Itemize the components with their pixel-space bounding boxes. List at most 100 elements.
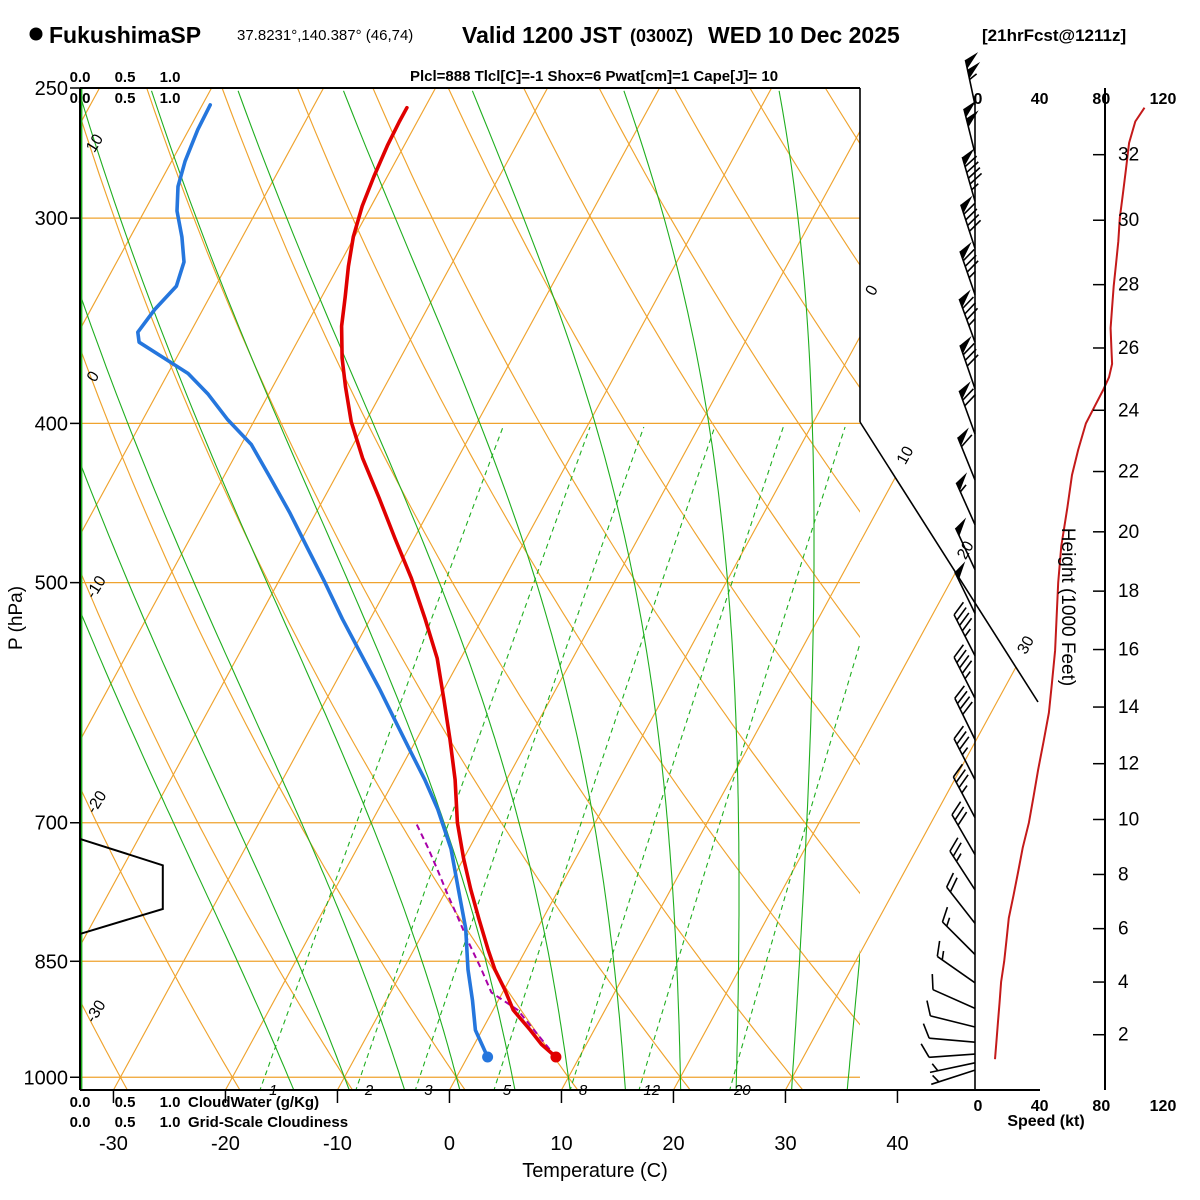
tick-label: 1.0	[160, 69, 181, 86]
cloudwater-legend: CloudWater (g/Kg)	[188, 1094, 319, 1111]
mixing-ratio-line	[569, 426, 784, 1090]
wind-barb	[961, 148, 983, 202]
wind-barb	[920, 1043, 976, 1059]
station-bullet-icon	[29, 27, 43, 41]
tick-label: 0.5	[115, 69, 136, 86]
isotherm-line	[336, 130, 860, 1090]
tick-label: 0	[974, 91, 983, 108]
tick-label: 40	[886, 1133, 908, 1155]
tick-label: 24	[1118, 400, 1140, 421]
tick-label: 700	[35, 813, 68, 835]
wind-barb	[949, 837, 976, 891]
wind-barb	[960, 195, 982, 249]
wind-barb	[953, 725, 976, 781]
station-coords: 37.8231°,140.387° (46,74)	[237, 27, 413, 44]
tick-label: -20	[211, 1133, 240, 1155]
tick-label: 300	[35, 208, 68, 230]
isotherm-line	[80, 88, 325, 537]
wind-barb	[957, 427, 976, 481]
mixing-ratio-line	[729, 641, 860, 1090]
dry-adiabat-line	[372, 88, 860, 895]
dry-adiabat-line	[80, 786, 241, 1090]
moist-adiabat-line	[778, 90, 815, 1090]
wind-barb	[954, 561, 976, 614]
wind-barb	[955, 472, 976, 526]
tick-label: 32	[1118, 145, 1139, 166]
wind-barb	[931, 1069, 976, 1086]
isotherm-line	[80, 88, 213, 331]
tick-label: 8	[1118, 864, 1129, 885]
tick-label: 0	[863, 283, 882, 299]
tick-label: 18	[1118, 581, 1139, 602]
moist-adiabat-line	[846, 949, 860, 1090]
tick-label: 1.0	[160, 1114, 181, 1131]
pressure-axis-label: P (hPa)	[6, 586, 27, 650]
tick-label: 12	[1118, 754, 1139, 775]
tick-label: 1000	[24, 1067, 69, 1089]
isotherm-extension-line	[859, 666, 1017, 954]
tick-label: 4	[1118, 972, 1129, 993]
dry-adiabat-line	[598, 88, 860, 513]
dewpoint-curve	[136, 103, 490, 1059]
isotherm-line	[560, 541, 860, 1090]
isotherm-line	[672, 746, 860, 1090]
surface-temp-dot	[550, 1051, 562, 1063]
wind-barb	[963, 100, 979, 154]
wind-barb	[952, 763, 976, 818]
forecast-tag: [21hrFcst@1211z]	[982, 26, 1126, 45]
tick-label: 14	[1118, 697, 1140, 718]
dry-adiabat-line	[146, 88, 691, 1090]
tick-label: 0.5	[115, 90, 136, 107]
tick-label: 0.0	[70, 1094, 91, 1111]
tick-label: 16	[1118, 640, 1139, 661]
tick-label: 120	[1150, 1098, 1177, 1115]
temperature-axis: -30 -20 -10 0 10 20 30 40	[99, 1090, 909, 1155]
tick-label: 500	[35, 573, 68, 595]
wind-barb	[959, 241, 979, 295]
tick-label: 30	[1118, 210, 1139, 231]
speed-axis-label: Speed (kt)	[1007, 1113, 1084, 1130]
moist-adiabat-line	[623, 90, 740, 1090]
tick-label: 1.0	[160, 90, 181, 107]
mixing-ratio-line	[355, 426, 591, 1090]
cloud-scale-numbers: 0.0 0.5 1.0 0.0 0.5 1.0 0.0 0.5 1.0 0.0 0.5 1.0	[70, 69, 181, 1131]
tick-label: 10	[83, 131, 107, 155]
dry-adiabat-line	[221, 88, 804, 1090]
isotherm-line	[897, 88, 1200, 1090]
isotherm-line	[224, 88, 773, 1090]
wind-barb	[922, 1023, 976, 1043]
wind-barb	[954, 517, 976, 571]
tick-label: 0	[974, 1098, 983, 1115]
wind-barb	[936, 940, 976, 984]
tick-label: 400	[35, 413, 68, 435]
dry-adiabat-line	[673, 88, 860, 389]
wind-barb	[953, 601, 976, 657]
wind-barb	[931, 974, 976, 1010]
dry-adiabat-line	[296, 88, 860, 1026]
green-gridlines	[80, 90, 860, 1090]
tick-label: 28	[1118, 275, 1139, 296]
moist-adiabat-line	[237, 90, 571, 1090]
wind-barb	[945, 872, 976, 924]
plot-borders	[79, 87, 1040, 1091]
isotherm-line	[80, 88, 437, 742]
tick-label: 22	[1118, 462, 1139, 483]
tick-label: 120	[1150, 91, 1177, 108]
tick-label: 250	[35, 78, 68, 100]
tick-label: 0.5	[115, 1114, 136, 1131]
wind-barb	[954, 685, 976, 740]
isotherm-line	[112, 88, 661, 1090]
cloudiness-profile-outline	[79, 837, 164, 935]
parcel-path	[414, 822, 557, 1058]
tick-label: 0	[444, 1133, 455, 1155]
surface-dew-dot	[482, 1051, 494, 1063]
isotherm-extension-line	[859, 477, 896, 543]
moist-adiabat-line	[342, 90, 626, 1090]
tick-label: 1.0	[160, 1094, 181, 1111]
mixing-ratio-line	[414, 426, 645, 1090]
isotherm-line	[448, 335, 860, 1090]
wind-barb	[958, 381, 977, 435]
station-name: FukushimaSP	[49, 22, 201, 48]
